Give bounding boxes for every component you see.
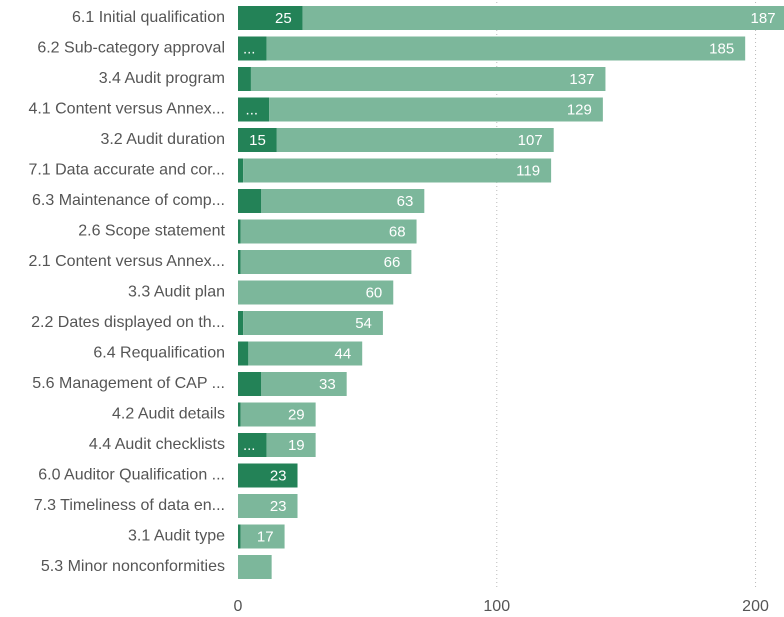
data-label: ... <box>246 101 259 118</box>
bar-segment <box>238 311 244 335</box>
data-label: 15 <box>249 132 266 149</box>
data-label: 185 <box>709 40 734 57</box>
data-label: 54 <box>355 315 372 332</box>
bar-segment <box>238 6 303 30</box>
bar-segment <box>238 97 270 122</box>
category-label: 4.2 Audit details <box>112 406 225 423</box>
category-label: 6.4 Requalification <box>93 345 225 362</box>
category-label: 2.6 Scope statement <box>78 223 225 240</box>
bar-segment <box>248 341 363 366</box>
category-label: 3.4 Audit program <box>99 70 225 87</box>
category-label: 2.1 Content versus Annex... <box>28 253 225 270</box>
data-label: 63 <box>397 193 414 210</box>
category-label: 6.2 Sub-category approval <box>37 40 225 57</box>
bar-segment <box>238 250 241 274</box>
data-label: 44 <box>335 345 352 362</box>
category-label: 2.2 Dates displayed on th... <box>31 314 225 331</box>
category-label: 6.0 Auditor Qualification ... <box>38 467 225 484</box>
data-label: ... <box>243 437 256 454</box>
bar-segment <box>238 158 244 183</box>
data-label: 29 <box>288 406 305 423</box>
category-label: 3.1 Audit type <box>128 528 225 545</box>
category-label: 4.1 Content versus Annex... <box>28 101 225 118</box>
data-label: 107 <box>518 132 543 149</box>
bar-segment <box>240 250 412 274</box>
category-label: 3.2 Audit duration <box>100 131 225 148</box>
bar-segment <box>238 555 272 579</box>
category-label: 7.1 Data accurate and cor... <box>28 162 225 179</box>
data-label: 119 <box>516 162 540 179</box>
bar-segment <box>261 189 425 213</box>
bar-segment <box>276 128 554 152</box>
data-label: 23 <box>270 498 287 515</box>
bar-segment <box>238 341 249 366</box>
x-tick-label: 200 <box>742 598 769 615</box>
data-label: 137 <box>569 71 594 88</box>
data-label: 68 <box>389 223 406 240</box>
category-label: 4.4 Audit checklists <box>89 436 225 453</box>
bar-segment <box>238 189 262 213</box>
bar-segment <box>243 158 552 183</box>
bar-segment <box>238 128 277 152</box>
x-tick-label: 0 <box>234 598 243 615</box>
bar-segment <box>238 402 241 427</box>
bar-segment <box>238 463 298 488</box>
bar-segment <box>302 6 784 30</box>
data-label: 25 <box>275 10 292 27</box>
category-label: 6.3 Maintenance of comp... <box>32 192 225 209</box>
bar-segment <box>238 36 267 61</box>
bar-segment <box>238 372 262 396</box>
bar-segment <box>238 280 394 305</box>
bar-segment <box>266 36 746 61</box>
bar-segment <box>240 219 417 244</box>
bar-segment <box>261 372 347 396</box>
bar-segment <box>238 494 298 518</box>
data-label: 187 <box>751 10 776 27</box>
bar-segment <box>266 433 316 457</box>
bar-segment <box>238 524 241 549</box>
data-label: 129 <box>567 101 592 118</box>
bar-segment <box>240 524 285 549</box>
data-label: 66 <box>384 254 401 271</box>
category-label: 5.6 Management of CAP ... <box>32 375 225 392</box>
bar-segment <box>238 219 241 244</box>
bar-segment <box>250 67 606 91</box>
bar-segment <box>240 402 316 427</box>
bar-segment <box>238 67 251 91</box>
category-label: 7.3 Timeliness of data en... <box>34 497 225 514</box>
category-label: 6.1 Initial qualification <box>72 9 225 26</box>
category-label: 5.3 Minor nonconformities <box>41 558 225 575</box>
data-label: 23 <box>270 467 287 484</box>
bar-segment <box>269 97 603 122</box>
category-label: 3.3 Audit plan <box>128 284 225 301</box>
data-label: 17 <box>257 528 274 545</box>
bar-segment <box>243 311 383 335</box>
data-label: 60 <box>366 284 383 301</box>
labels: 0 100 200 6.1 Initial qualification 25 187 6.2… <box>28 9 775 615</box>
x-tick-label: 100 <box>483 598 510 615</box>
bar-segment <box>238 433 267 457</box>
data-label: ... <box>243 40 256 57</box>
data-label: 33 <box>319 376 336 393</box>
bars <box>238 6 784 579</box>
data-label: 19 <box>288 437 305 454</box>
